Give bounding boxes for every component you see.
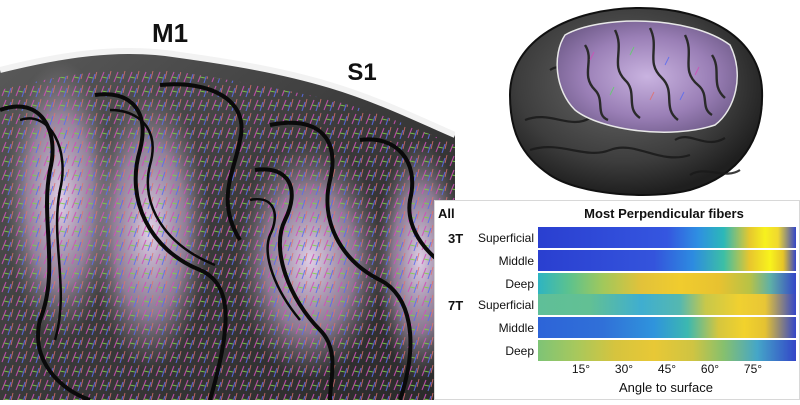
row-label-3t-deep: Deep	[505, 277, 534, 291]
heatmap-row-7t-middle	[538, 317, 796, 338]
row-label-3t-superficial: Superficial	[478, 231, 534, 245]
x-tick-label: 30°	[615, 362, 633, 376]
row-label-3t-middle: Middle	[499, 254, 535, 268]
angle-heatmap-chart: All Most Perpendicular fibers Angle to s…	[434, 200, 800, 400]
x-axis-label: Angle to surface	[619, 380, 713, 395]
x-tick-label: 75°	[744, 362, 762, 376]
cortex-fiber-image: M1 S1	[0, 18, 465, 402]
s1-label: S1	[347, 59, 376, 86]
x-tick-label: 60°	[701, 362, 719, 376]
heatmap-svg: All Most Perpendicular fibers Angle to s…	[434, 200, 800, 400]
row-label-7t-superficial: Superficial	[478, 298, 534, 312]
brain-render	[490, 0, 775, 200]
chart-title: Most Perpendicular fibers	[584, 206, 744, 221]
heatmap-row-3t-superficial	[538, 227, 796, 248]
heatmap-row-3t-middle	[538, 250, 796, 271]
group-label-7t: 7T	[448, 298, 463, 313]
row-label-7t-middle: Middle	[499, 321, 535, 335]
heatmap-row-3t-deep	[538, 273, 796, 294]
x-tick-label: 45°	[658, 362, 676, 376]
m1-label: M1	[152, 18, 188, 48]
x-tick-label: 15°	[572, 362, 590, 376]
cortex-fiber-svg: M1 S1	[0, 18, 465, 402]
row-label-7t-deep: Deep	[505, 344, 534, 358]
corner-label: All	[438, 206, 455, 221]
group-label-3t: 3T	[448, 231, 463, 246]
heatmap-row-7t-deep	[538, 340, 796, 361]
heatmap-row-7t-superficial	[538, 294, 796, 315]
brain-render-svg	[508, 6, 764, 196]
